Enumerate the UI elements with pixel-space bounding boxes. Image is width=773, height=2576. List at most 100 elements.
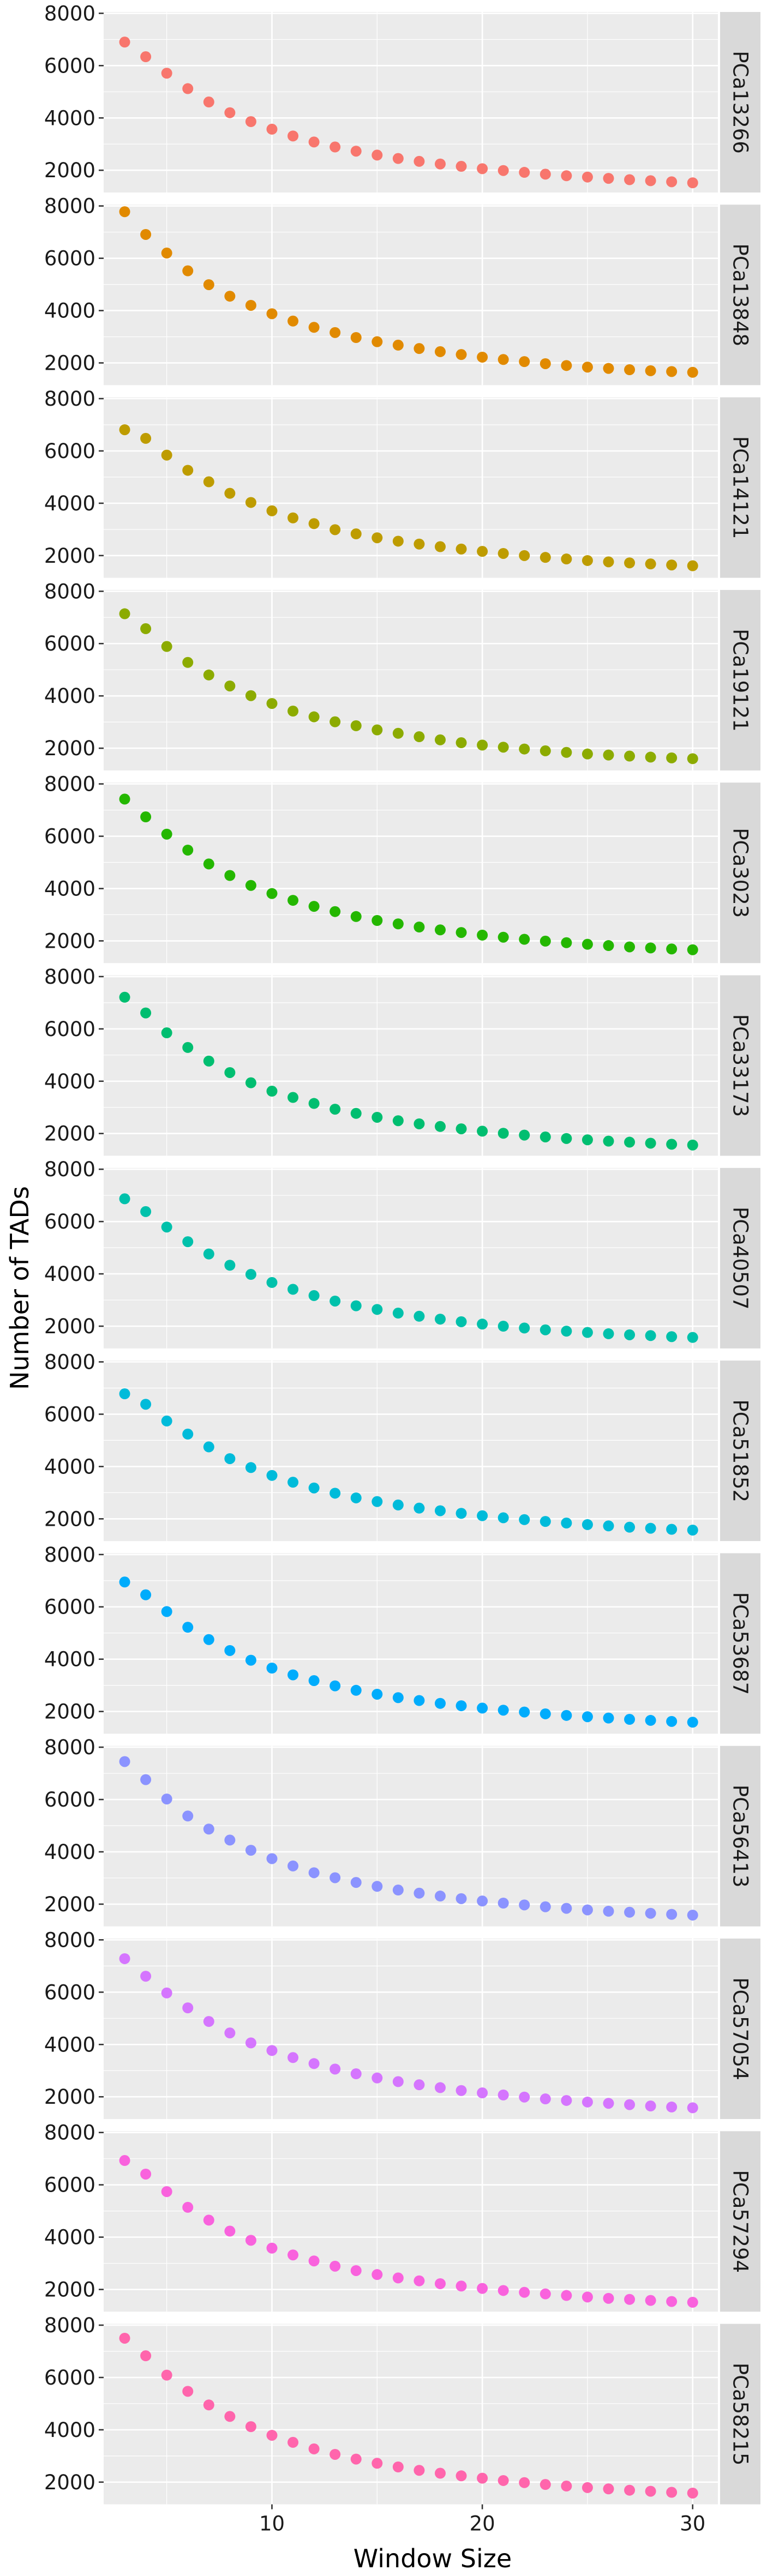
data-point xyxy=(287,1092,299,1103)
data-point xyxy=(245,1269,256,1280)
data-point xyxy=(245,690,256,701)
data-point xyxy=(434,2278,446,2289)
data-point xyxy=(350,911,362,922)
data-point xyxy=(498,2285,509,2296)
data-point xyxy=(540,1324,551,1335)
data-point xyxy=(392,339,404,351)
data-point xyxy=(266,1277,278,1288)
data-point xyxy=(519,550,530,561)
data-point xyxy=(434,1121,446,1132)
y-tick-label: 6000 xyxy=(44,1981,95,2004)
data-point xyxy=(582,1327,593,1338)
data-point xyxy=(245,2235,256,2246)
data-point xyxy=(224,1067,236,1078)
data-point xyxy=(392,1499,404,1510)
y-tick-label: 8000 xyxy=(44,2,95,25)
data-point xyxy=(140,432,152,444)
data-point xyxy=(456,1508,467,1519)
data-point xyxy=(477,2472,488,2484)
y-tick-label: 6000 xyxy=(44,1596,95,1619)
data-point xyxy=(687,1332,698,1343)
data-point xyxy=(498,2089,509,2100)
data-point xyxy=(456,2470,467,2482)
data-point xyxy=(224,487,236,499)
data-point xyxy=(519,167,530,178)
data-point xyxy=(414,1310,425,1322)
facet-strip-label: PCa57054 xyxy=(729,1977,752,2080)
data-point xyxy=(329,2260,341,2272)
data-point xyxy=(329,327,341,338)
data-point xyxy=(350,2453,362,2465)
data-point xyxy=(224,2027,236,2039)
facet-strip-label: PCa33173 xyxy=(729,1014,752,1117)
data-point xyxy=(624,2099,636,2110)
data-point xyxy=(161,2186,172,2198)
data-point xyxy=(603,1328,614,1339)
data-point xyxy=(287,1477,299,1488)
data-point xyxy=(371,1111,383,1123)
data-point xyxy=(119,991,130,1003)
data-point xyxy=(161,1606,172,1617)
data-point xyxy=(645,175,656,186)
data-point xyxy=(350,1300,362,1311)
data-point xyxy=(498,354,509,365)
facet-panel: 2000 4000 6000 8000 PCa33173 xyxy=(44,965,760,1156)
data-point xyxy=(414,343,425,354)
data-point xyxy=(329,1680,341,1692)
data-point xyxy=(477,2087,488,2099)
data-point xyxy=(666,1909,678,1920)
y-tick-label: 4000 xyxy=(44,1070,95,1093)
y-tick-label: 4000 xyxy=(44,1455,95,1478)
data-point xyxy=(456,737,467,749)
data-point xyxy=(245,2421,256,2433)
data-point xyxy=(119,1953,130,1964)
data-point xyxy=(414,1695,425,1706)
facet-panel: 2000 4000 6000 8000 PCa53687 xyxy=(44,1543,760,1734)
facet-strip xyxy=(720,1361,760,1542)
data-point xyxy=(498,742,509,753)
data-point xyxy=(477,1319,488,1330)
y-tick-label: 2000 xyxy=(44,2085,95,2109)
data-point xyxy=(666,1716,678,1727)
y-tick-label: 2000 xyxy=(44,544,95,568)
y-tick-label: 6000 xyxy=(44,825,95,848)
y-tick-label: 8000 xyxy=(44,1736,95,1759)
data-point xyxy=(245,116,256,127)
data-point xyxy=(245,299,256,311)
panel-background xyxy=(104,1746,718,1927)
data-point xyxy=(140,1007,152,1019)
data-point xyxy=(456,1123,467,1135)
data-point xyxy=(414,1887,425,1899)
data-point xyxy=(329,1295,341,1307)
data-point xyxy=(477,2283,488,2294)
panel-background xyxy=(104,1167,718,1349)
data-point xyxy=(245,1077,256,1088)
data-point xyxy=(645,365,656,376)
data-point xyxy=(371,915,383,926)
data-point xyxy=(519,1322,530,1334)
data-point xyxy=(603,2483,614,2495)
data-point xyxy=(140,2350,152,2362)
data-point xyxy=(561,1710,572,1721)
panel-background xyxy=(104,1553,718,1734)
data-point xyxy=(329,141,341,153)
data-point xyxy=(266,2242,278,2254)
facet-strip-label: PCa56413 xyxy=(729,1785,752,1888)
data-point xyxy=(666,943,678,955)
data-point xyxy=(224,2411,236,2422)
y-tick-label: 2000 xyxy=(44,352,95,375)
data-point xyxy=(287,1669,299,1681)
data-point xyxy=(624,1136,636,1148)
data-point xyxy=(687,1139,698,1151)
data-point xyxy=(540,552,551,563)
data-point xyxy=(434,346,446,357)
facet-strip xyxy=(720,1939,760,2119)
data-point xyxy=(540,2093,551,2105)
y-axis-title: Number of TADs xyxy=(5,1186,34,1390)
y-tick-label: 6000 xyxy=(44,1210,95,1233)
y-tick-label: 2000 xyxy=(44,1893,95,1916)
data-point xyxy=(456,2085,467,2096)
data-point xyxy=(561,1133,572,1144)
y-tick-label: 2000 xyxy=(44,929,95,953)
